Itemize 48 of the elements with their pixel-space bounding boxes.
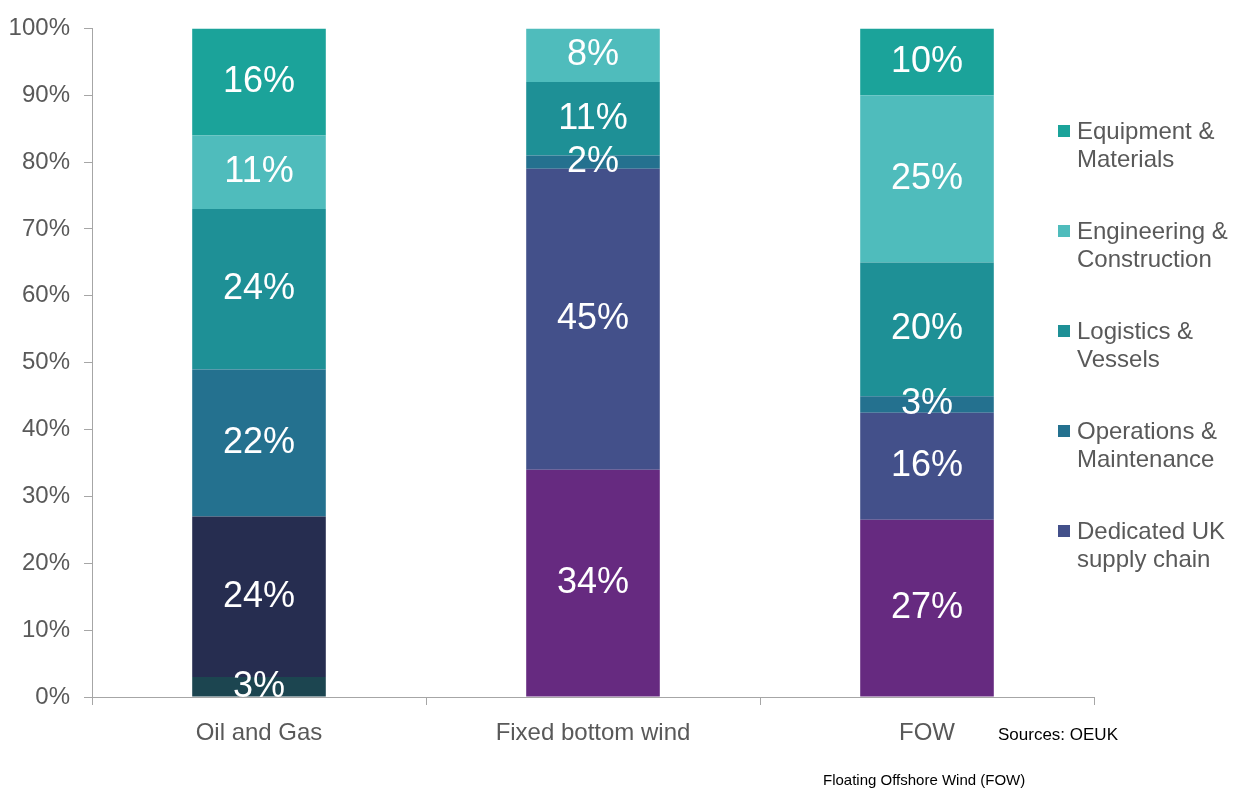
legend-label: Operations & Maintenance: [1077, 417, 1219, 473]
bar: [192, 28, 326, 136]
data-label: 45%: [556, 296, 630, 338]
y-tick-label: 100%: [8, 13, 70, 41]
y-tick-label: 90%: [21, 79, 70, 107]
legend-label: Equipment & Materials: [1077, 117, 1216, 173]
data-label: 3%: [232, 663, 286, 705]
data-label: 10%: [890, 38, 964, 80]
data-label: 25%: [890, 155, 964, 197]
legend-label: Engineering & Construction: [1077, 217, 1229, 273]
y-tick-label: 0%: [35, 681, 70, 709]
y-tick-label: 20%: [21, 547, 70, 575]
bar: [192, 135, 326, 209]
y-tick-label: 50%: [21, 347, 70, 375]
data-label: 11%: [224, 149, 294, 191]
data-label: 16%: [890, 443, 964, 485]
data-label: 3%: [900, 381, 954, 423]
y-tick-label: 80%: [21, 146, 70, 174]
legend-label: Logistics & Vessels: [1077, 317, 1195, 373]
bar: [860, 28, 994, 96]
bar: [860, 519, 994, 697]
bar: [526, 469, 660, 697]
x-tick-label: FOW: [899, 718, 956, 746]
bar: [192, 369, 326, 517]
data-label: 24%: [222, 266, 296, 308]
x-tick-label: Oil and Gas: [195, 718, 323, 746]
data-label: 20%: [890, 306, 964, 348]
y-tick-label: 60%: [21, 280, 70, 308]
y-tick-label: 30%: [21, 481, 70, 509]
data-label: 11%: [558, 95, 628, 137]
x-tick-label: Fixed bottom wind: [495, 718, 691, 746]
data-label: 27%: [890, 585, 964, 627]
data-label: 24%: [222, 573, 296, 615]
bar: [526, 28, 660, 82]
y-tick-label: 40%: [21, 414, 70, 442]
bar: [192, 208, 326, 370]
bar: [860, 412, 994, 520]
text: Floating Offshore Wind (FOW): [823, 771, 1026, 788]
data-label: 16%: [222, 58, 296, 100]
data-label: 2%: [566, 139, 620, 181]
data-label: 8%: [566, 32, 620, 74]
y-tick-label: 10%: [21, 614, 70, 642]
data-label: 34%: [556, 560, 630, 602]
data-label: 22%: [222, 419, 296, 461]
source-note: Sources: OEUK: [998, 725, 1118, 745]
legend-label: Dedicated UK supply chain: [1077, 517, 1227, 573]
bar: [860, 95, 994, 263]
y-tick-label: 70%: [21, 213, 70, 241]
